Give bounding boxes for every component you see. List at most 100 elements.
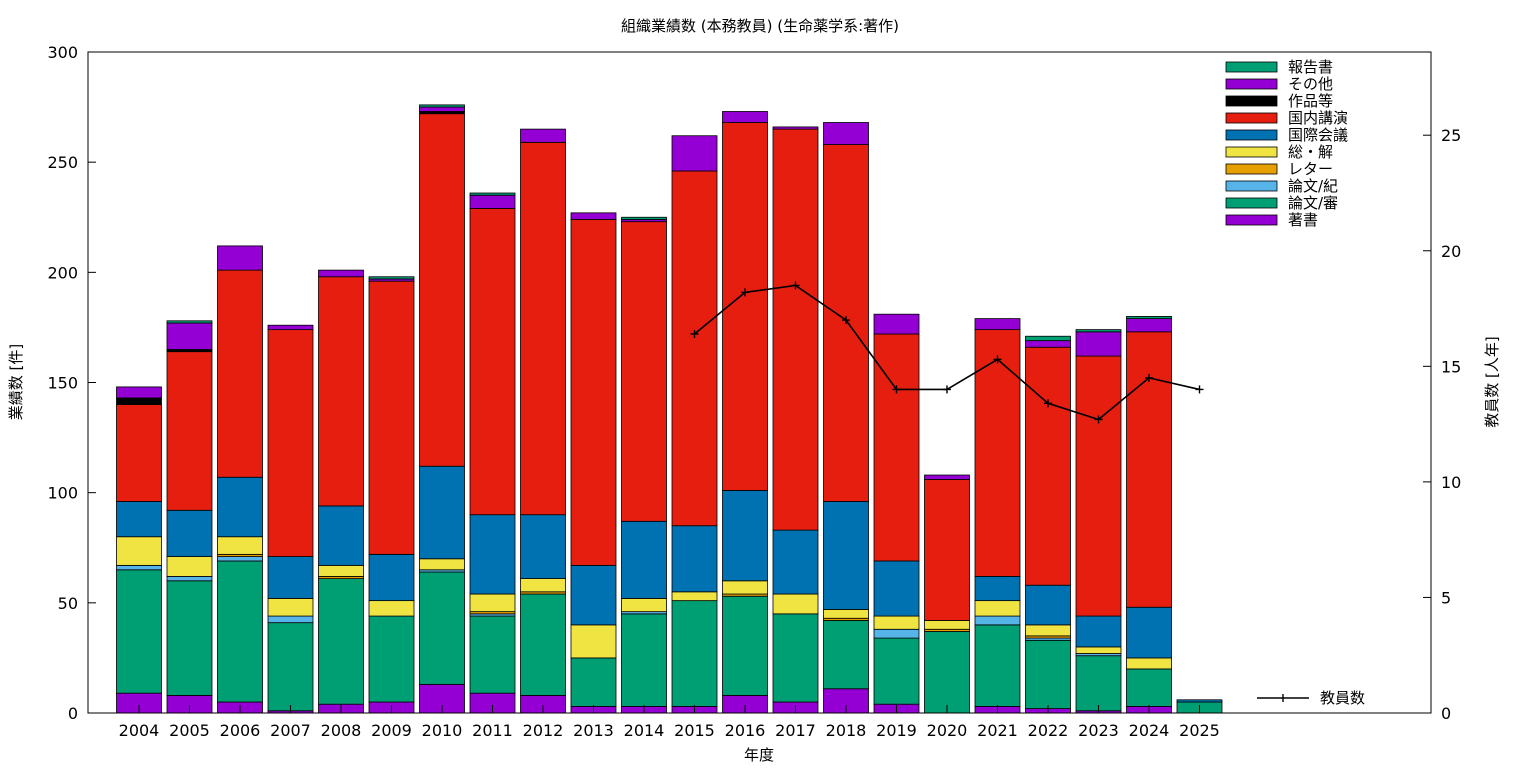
x-tick-label-2006: 2006 [220, 721, 261, 740]
bar-2020-論文-審 [924, 631, 970, 714]
bar-2008-論文-審 [318, 578, 364, 705]
bar-2023-論文-審 [1075, 655, 1122, 712]
x-tick-label-2007: 2007 [270, 721, 311, 740]
bar-2014-報告書 [621, 216, 667, 220]
legend-swatch-総-解 [1225, 146, 1278, 158]
bar-2005-論文-紀 [166, 575, 213, 582]
bar-2011-報告書 [469, 192, 516, 196]
bar-2019-論文-紀 [873, 628, 920, 639]
x-tick-label-2011: 2011 [472, 721, 513, 740]
bar-2010-国際会議 [419, 465, 465, 560]
faculty-count-point-2018 [842, 316, 850, 325]
bar-2023-国際会議 [1075, 615, 1122, 648]
y-tick-label-250: 250 [47, 153, 78, 172]
bar-2011-総-解 [469, 593, 516, 613]
bar-2009-国内講演 [368, 280, 415, 555]
bar-2004-その他 [116, 386, 162, 399]
bar-2013-論文-審 [570, 657, 617, 707]
bar-2017-総-解 [772, 593, 819, 615]
bar-2024-国際会議 [1126, 606, 1172, 659]
bar-2004-総-解 [116, 536, 162, 566]
bar-2008-その他 [318, 269, 364, 278]
bar-2023-報告書 [1075, 329, 1122, 333]
x-tick-label-2022: 2022 [1028, 721, 1069, 740]
bar-2015-総-解 [671, 591, 718, 602]
bar-2005-論文-審 [166, 580, 213, 696]
bar-2006-国際会議 [217, 476, 263, 538]
bar-2015-国際会議 [671, 525, 718, 593]
left-axis: 0 50 100 150 200 250 300 [47, 43, 96, 723]
bar-2006-論文-審 [217, 560, 263, 703]
x-axis-label: 年度 [744, 746, 774, 764]
bar-2017-国際会議 [772, 529, 819, 595]
chart-title: 組織業績数 (本務教員) (生命薬学系:著作) [621, 17, 899, 35]
bar-2013-その他 [570, 212, 617, 220]
legend-label-国内講演: 国内講演 [1288, 109, 1348, 127]
x-tick-label-2019: 2019 [876, 721, 917, 740]
bar-2019-論文-審 [873, 637, 920, 705]
bar-2016-総-解 [722, 580, 768, 595]
faculty-count-point-2015 [690, 329, 699, 338]
x-axis: 2004 2005 2006 2007 2008 2009 2010 2011 2012 2013… [119, 705, 1220, 740]
legend-label-著書: 著書 [1288, 211, 1318, 229]
y2-tick-label-5: 5 [1441, 588, 1451, 607]
faculty-count-point-2017 [791, 281, 800, 290]
bar-2011-国内講演 [469, 208, 516, 516]
bar-2007-国内講演 [267, 329, 314, 557]
bar-2022-国内講演 [1025, 346, 1071, 586]
bar-2009-論文-審 [368, 615, 415, 703]
bar-2016-国際会議 [722, 490, 768, 582]
bar-2010-国内講演 [419, 113, 465, 467]
legend-label-国際会議: 国際会議 [1288, 126, 1348, 144]
bar-2020-総-解 [924, 620, 970, 630]
y-tick-label-150: 150 [47, 374, 78, 393]
bar-2019-国際会議 [873, 560, 920, 617]
y2-tick-label-0: 0 [1441, 704, 1451, 723]
bar-2005-報告書 [166, 320, 213, 324]
bar-2021-その他 [974, 318, 1021, 331]
bar-2004-国際会議 [116, 501, 162, 538]
y2-axis-label: 教員数 [人年] [1483, 336, 1501, 427]
bar-2018-論文-審 [823, 620, 869, 690]
bar-2004-国内講演 [116, 404, 162, 502]
bar-2011-論文-審 [469, 615, 516, 694]
x-tick-label-2015: 2015 [674, 721, 715, 740]
bar-2011-その他 [469, 194, 516, 209]
bar-2006-その他 [217, 245, 263, 271]
bar-2025-国際会議 [1176, 699, 1223, 703]
legend-label-その他: その他 [1288, 75, 1333, 93]
bar-2008-国内講演 [318, 276, 364, 507]
bar-2023-総-解 [1075, 646, 1122, 654]
y2-tick-label-10: 10 [1441, 473, 1461, 492]
x-tick-label-2004: 2004 [119, 721, 160, 740]
x-tick-label-2023: 2023 [1078, 721, 1119, 740]
y-tick-label-200: 200 [47, 263, 78, 282]
bar-2009-総-解 [368, 600, 415, 617]
bar-2012-論文-審 [520, 593, 566, 696]
legend-label-報告書: 報告書 [1288, 58, 1333, 76]
line-legend: 教員数 [1257, 689, 1365, 707]
bar-2022-国際会議 [1025, 584, 1071, 626]
bar-2007-その他 [267, 324, 314, 331]
bar-2016-国内講演 [722, 122, 768, 491]
bar-2022-その他 [1025, 340, 1071, 348]
x-tick-label-2005: 2005 [169, 721, 210, 740]
legend-swatch-論文-紀 [1225, 180, 1278, 192]
x-tick-label-2021: 2021 [977, 721, 1018, 740]
x-tick-label-2008: 2008 [321, 721, 362, 740]
bar-2017-論文-審 [772, 613, 819, 703]
bars-layer [116, 104, 1223, 714]
faculty-count-point-2024 [1145, 373, 1153, 382]
x-tick-label-2020: 2020 [927, 721, 968, 740]
bar-2024-報告書 [1126, 315, 1172, 320]
bar-2013-国内講演 [570, 219, 617, 566]
bar-2022-総-解 [1025, 624, 1071, 637]
bar-2024-総-解 [1126, 657, 1172, 670]
x-tick-label-2017: 2017 [775, 721, 816, 740]
bar-2014-国際会議 [621, 520, 667, 599]
bar-2021-国内講演 [974, 329, 1021, 577]
bar-2006-国内講演 [217, 269, 263, 478]
bar-2024-その他 [1126, 318, 1172, 333]
bar-2008-国際会議 [318, 505, 364, 566]
